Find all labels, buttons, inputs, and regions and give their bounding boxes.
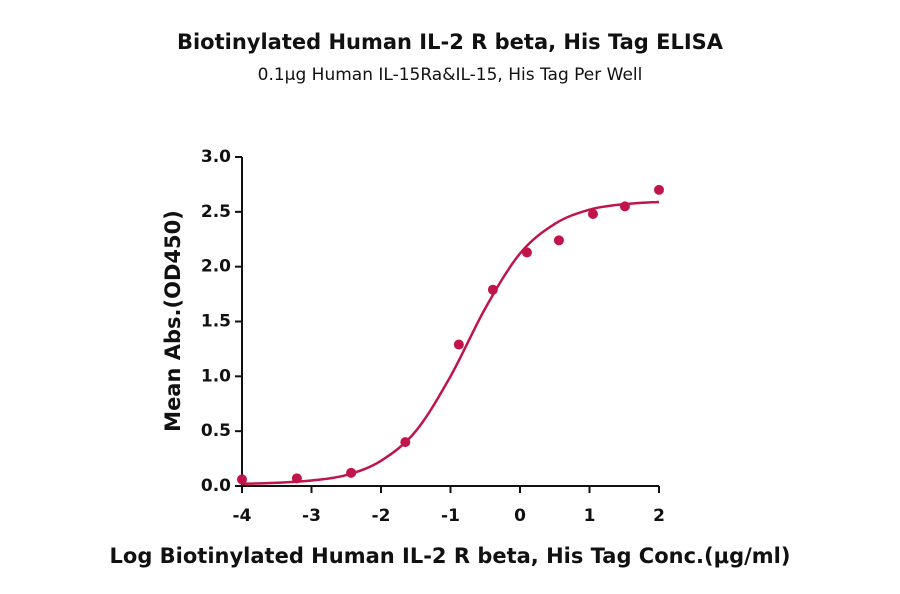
x-tick-label: -2 <box>372 506 391 526</box>
x-tick-label: 0 <box>514 506 526 526</box>
y-tick-label: 3.0 <box>201 147 231 167</box>
y-tick-label: 0.5 <box>201 421 231 441</box>
y-tick-label: 2.0 <box>201 257 231 277</box>
data-point <box>453 339 464 350</box>
y-tick-label: 1.0 <box>201 366 231 386</box>
x-tick-label: 2 <box>653 506 665 526</box>
y-axis-label: Mean Abs.(OD450) <box>161 210 185 432</box>
y-tick-label: 1.5 <box>201 312 231 332</box>
data-point <box>237 474 247 485</box>
y-tick-label: 0.0 <box>201 476 231 496</box>
x-tick-label: -3 <box>302 506 321 526</box>
data-point <box>587 209 598 220</box>
fit-curve <box>241 200 660 486</box>
y-tick-label: 2.5 <box>201 202 231 222</box>
chart-title: Biotinylated Human IL-2 R beta, His Tag … <box>177 30 724 54</box>
data-point <box>654 184 664 195</box>
data-point <box>553 235 564 246</box>
chart-subtitle: 0.1μg Human IL-15Ra&IL-15, His Tag Per W… <box>258 65 643 85</box>
x-tick-label: 1 <box>584 506 596 526</box>
x-tick-label: -4 <box>233 506 252 526</box>
x-axis-label: Log Biotinylated Human IL-2 R beta, His … <box>110 544 791 568</box>
x-tick-label: -1 <box>441 506 460 526</box>
